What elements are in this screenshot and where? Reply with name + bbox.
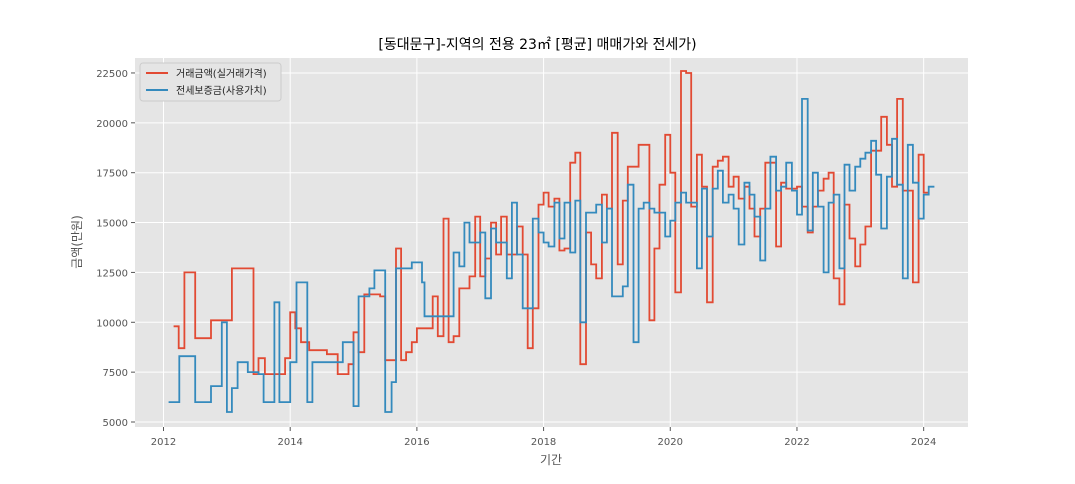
legend-label-sale: 거래금액(실거래가격) — [176, 67, 267, 80]
x-tick-label: 2020 — [658, 437, 683, 448]
legend: 거래금액(실거래가격) 전세보증금(사용가치) — [139, 62, 282, 102]
x-axis-ticks: 2012 2014 2016 2018 2020 2022 2024 — [151, 427, 936, 448]
x-tick-label: 2018 — [531, 437, 556, 448]
legend-label-jeonse: 전세보증금(사용가치) — [176, 85, 267, 97]
y-tick-label: 15000 — [96, 219, 128, 230]
x-tick-label: 2016 — [404, 437, 429, 448]
y-tick-label: 17500 — [96, 169, 128, 180]
y-tick-label: 12500 — [96, 268, 128, 279]
y-tick-label: 10000 — [96, 318, 128, 329]
y-tick-label: 22500 — [96, 69, 128, 80]
x-axis-label: 기간 — [540, 453, 562, 467]
x-tick-label: 2022 — [784, 437, 809, 448]
x-tick-label: 2014 — [277, 437, 302, 448]
y-tick-label: 5000 — [103, 418, 128, 429]
legend-box — [139, 62, 282, 102]
series-line-jeonse — [168, 98, 935, 413]
y-axis-ticks: 5000 7500 10000 12500 15000 17500 20000 22500 — [96, 69, 135, 429]
chart-title: [동대문구]-지역의 전용 23㎡ [평균] 매매가와 전세가) — [378, 37, 696, 53]
y-axis-label: 금액(만원) — [70, 215, 84, 269]
y-tick-label: 20000 — [96, 119, 128, 130]
series-layer — [168, 70, 935, 413]
x-tick-label: 2024 — [911, 437, 936, 448]
y-tick-label: 7500 — [103, 368, 128, 379]
x-tick-label: 2012 — [151, 437, 176, 448]
